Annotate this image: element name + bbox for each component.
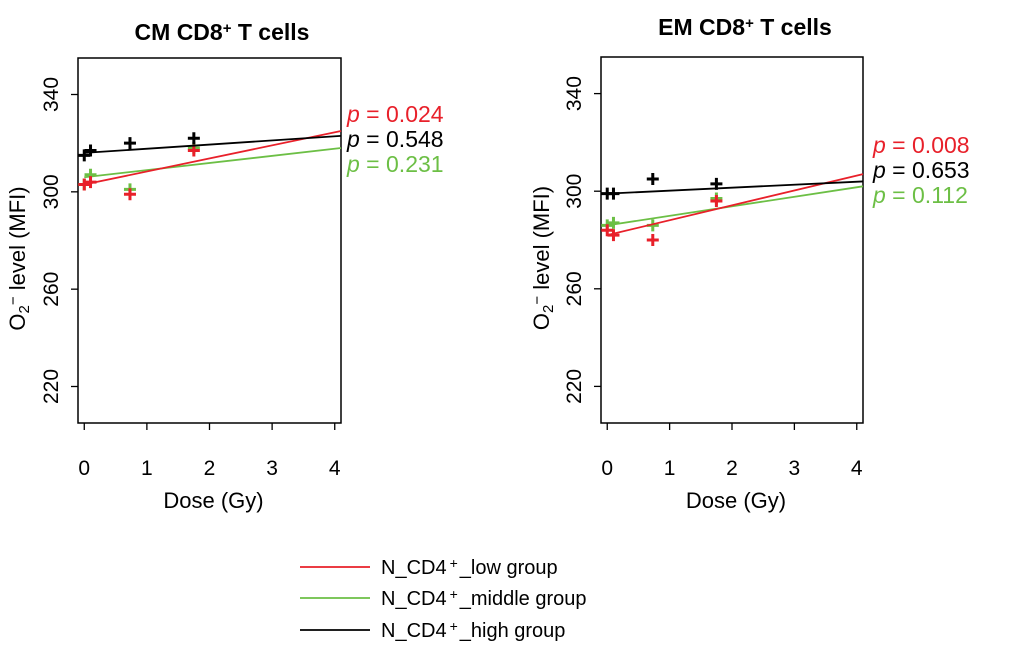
data-point-high (84, 144, 97, 157)
chart-title-rest: T cells (754, 14, 832, 40)
chart-title-sup: + (745, 15, 754, 32)
y-axis-label-sup: − (5, 296, 22, 305)
x-tick-label: 4 (329, 457, 341, 480)
y-tick-label: 260 (40, 272, 63, 307)
chart-title: CM CD8+ T cells (135, 19, 310, 45)
x-tick-label: 4 (851, 457, 863, 480)
data-point-high (123, 137, 136, 150)
y-axis-label-sub: 2 (540, 305, 557, 313)
x-tick-label: 2 (726, 457, 738, 480)
fit-line-high (84, 134, 342, 154)
x-axis-label: Dose (Gy) (686, 488, 786, 513)
data-point-high (78, 149, 91, 162)
p-value-number: = 0.548 (360, 126, 444, 152)
p-value-label: p (346, 126, 360, 152)
p-value-label: p (872, 182, 886, 208)
fit-line-low (84, 130, 342, 186)
data-point-low (84, 176, 97, 189)
chart-title-main: CM CD8 (135, 19, 223, 45)
fit-line-middle (607, 185, 864, 227)
legend-label-main: N_CD4 (381, 620, 447, 642)
y-axis-label: O2− level (MFI) (529, 186, 557, 330)
y-tick-label: 300 (563, 174, 586, 209)
x-tick-label: 3 (266, 457, 278, 480)
data-point-middle (607, 216, 620, 229)
legend-label-suffix: _low group (459, 557, 558, 579)
p-value-number: = 0.231 (360, 151, 444, 177)
data-point-low (78, 178, 91, 191)
x-tick-label: 3 (789, 457, 801, 480)
chart-panel-1: CM CD8+ T cells 220 260 300 340 0 1 2 3 4 Dose (Gy… (5, 19, 444, 513)
series-low (601, 173, 864, 246)
y-tick-label: 340 (40, 77, 63, 112)
y-tick-label: 340 (563, 76, 586, 111)
p-value-label: p (872, 157, 886, 183)
p-value-middle: p = 0.231 (346, 151, 444, 177)
y-tick-label: 260 (563, 271, 586, 306)
p-value-number: = 0.653 (886, 157, 970, 183)
x-tick-label: 0 (78, 457, 90, 480)
y-axis-label-post: level (MFI) (5, 186, 30, 296)
legend-label-high: N_CD4 + _high group (381, 618, 565, 642)
data-point-low (601, 224, 614, 237)
p-value-label: p (346, 101, 360, 127)
x-axis-label: Dose (Gy) (163, 488, 263, 513)
p-value-high: p = 0.653 (872, 157, 970, 183)
legend-label-main: N_CD4 (381, 557, 447, 579)
p-value-label: p (872, 132, 886, 158)
data-point-high (710, 177, 723, 190)
series-high (601, 173, 864, 200)
y-axis-label-post: level (MFI) (529, 186, 554, 296)
x-tick-label: 0 (601, 457, 613, 480)
legend-label-middle: N_CD4 + _middle group (381, 586, 587, 610)
series-middle (601, 185, 864, 232)
series-low (78, 130, 342, 201)
chart-title-rest: T cells (231, 19, 309, 45)
legend-label-sup: + (450, 586, 458, 602)
y-axis-label-pre: O (529, 313, 554, 330)
y-tick-label: 220 (40, 369, 63, 404)
chart-title-main: EM CD8 (658, 14, 745, 40)
fit-line-middle (84, 147, 342, 179)
p-value-low: p = 0.008 (872, 132, 970, 158)
plot-frame (600, 56, 864, 424)
legend-label-suffix: _high group (459, 620, 566, 642)
data-point-high (607, 187, 620, 200)
legend-label-sup: + (450, 555, 458, 571)
p-value-number: = 0.008 (886, 132, 970, 158)
fit-line-high (607, 180, 864, 195)
x-tick-label: 2 (204, 457, 216, 480)
y-tick-label: 220 (563, 369, 586, 404)
data-point-low (123, 188, 136, 201)
p-value-number: = 0.024 (360, 101, 444, 127)
p-value-middle: p = 0.112 (872, 182, 968, 208)
data-point-low (607, 229, 620, 242)
legend-label-sup: + (450, 618, 458, 634)
y-tick-label: 300 (40, 174, 63, 209)
legend-label-suffix: _middle group (459, 588, 587, 610)
y-axis-label: O2− level (MFI) (5, 186, 33, 330)
legend-label-low: N_CD4 + _low group (381, 555, 558, 579)
data-point-low (646, 234, 659, 246)
series-high (78, 132, 342, 162)
p-value-number: = 0.112 (886, 182, 968, 208)
data-point-high (646, 173, 659, 185)
chart-panel-2: EM CD8+ T cells 220 260 300 340 0 1 2 3 4 Dose (Gy… (529, 14, 970, 513)
data-point-low (710, 194, 723, 207)
p-value-low: p = 0.024 (346, 101, 444, 127)
legend-label-main: N_CD4 (381, 588, 447, 610)
x-tick-label: 1 (141, 457, 153, 480)
data-point-high (187, 132, 200, 145)
p-value-high: p = 0.548 (346, 126, 444, 152)
y-axis-label-sub: 2 (16, 305, 33, 313)
y-axis-label-pre: O (5, 313, 30, 330)
chart-title-sup: + (223, 20, 232, 37)
p-value-label: p (346, 151, 360, 177)
x-tick-label: 1 (664, 457, 676, 480)
y-axis-label-sup: − (529, 296, 546, 305)
plot-frame (77, 57, 342, 424)
chart-title: EM CD8+ T cells (658, 14, 832, 40)
